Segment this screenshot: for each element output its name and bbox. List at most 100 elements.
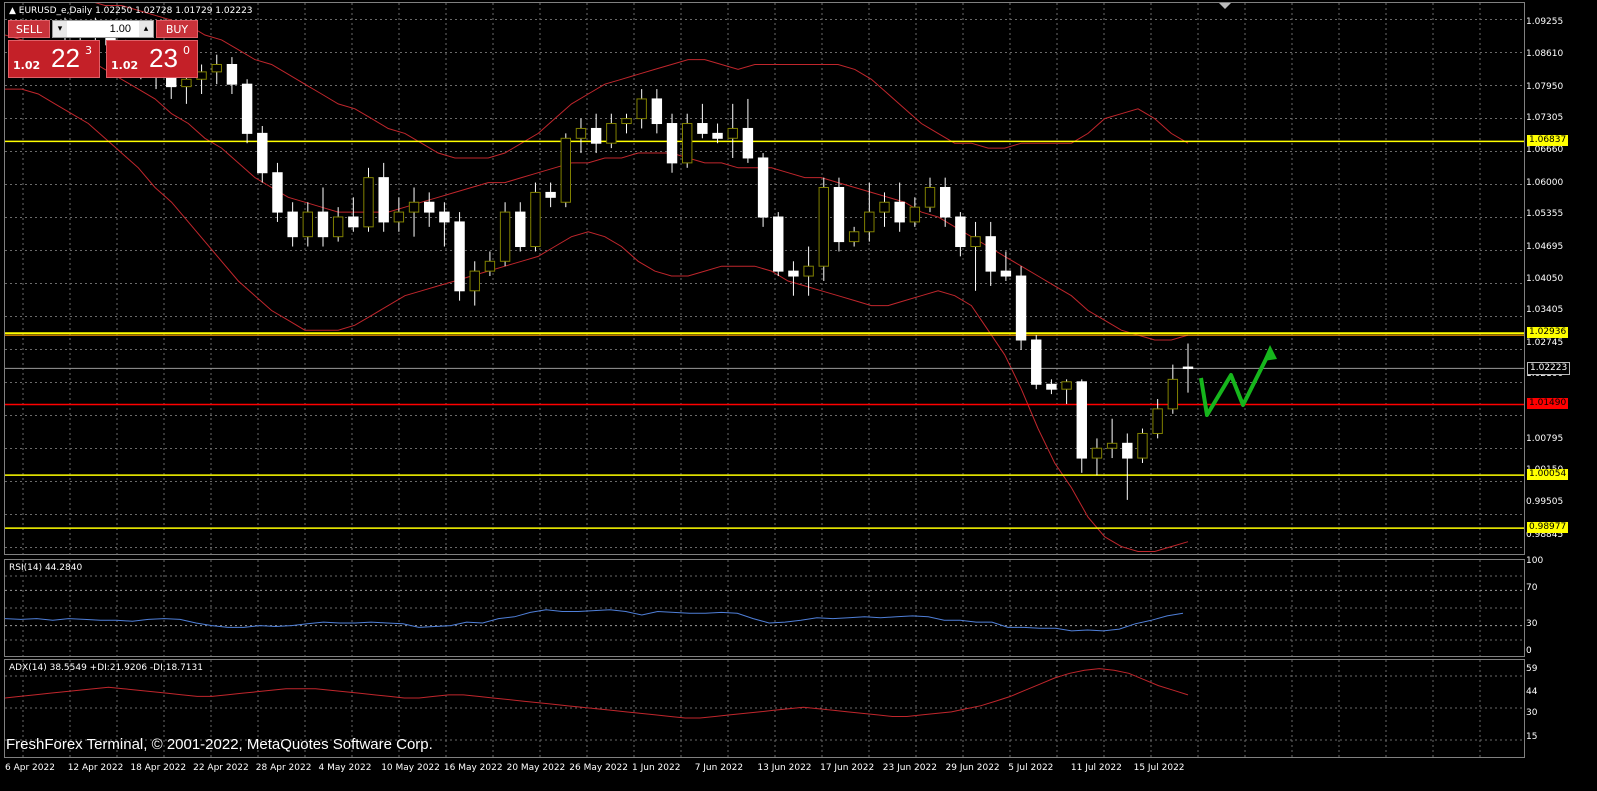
sell-price-fraction: 3: [85, 44, 92, 57]
price-chart-pane[interactable]: ▲ EURUSD_e,Daily 1.02250 1.02728 1.01729…: [4, 2, 1525, 555]
buy-price-pips: 23: [149, 43, 178, 73]
date-axis-label: 23 Jun 2022: [882, 763, 937, 773]
candle: [1000, 270, 1012, 277]
price-axis-label: 1.04050: [1526, 273, 1564, 284]
rsi-chart-canvas: [5, 560, 1524, 656]
candle: [1091, 447, 1103, 459]
green-arrowhead-icon: [1263, 345, 1277, 361]
candle: [560, 137, 572, 203]
candle: [879, 201, 890, 213]
date-axis-label: 5 Jul 2022: [1008, 763, 1054, 773]
candle: [1076, 381, 1087, 459]
adx-indicator-pane[interactable]: ADX(14) 38.5549 +DI:21.9206 -DI:18.7131: [4, 659, 1525, 758]
price-axis-label: 1.07950: [1526, 81, 1564, 92]
candle: [666, 123, 678, 164]
price-axis-label: 1.06000: [1526, 177, 1564, 188]
price-axis-label: 1.08610: [1526, 49, 1564, 60]
candle: [1046, 383, 1057, 390]
lot-size-input[interactable]: [69, 22, 131, 36]
candle: [166, 76, 177, 88]
chart-symbol-header: ▲ EURUSD_e,Daily 1.02250 1.02728 1.01729…: [9, 6, 253, 16]
date-axis-label: 4 May 2022: [318, 763, 372, 773]
candle: [484, 260, 496, 272]
candle: [1137, 432, 1148, 459]
sell-price-prefix: 1.02: [13, 59, 41, 72]
copyright-notice: FreshForex Terminal, © 2001-2022, MetaQu…: [6, 736, 433, 753]
indicator-axis-label: 100: [1526, 556, 1544, 566]
price-axis-label: 1.05355: [1526, 209, 1564, 220]
candle: [575, 127, 587, 139]
candle: [864, 211, 875, 233]
date-axis-label: 6 Apr 2022: [5, 763, 55, 773]
candle: [287, 211, 298, 238]
candle: [348, 216, 359, 228]
candle: [924, 186, 936, 208]
candle: [742, 127, 754, 159]
candle: [196, 71, 207, 80]
candle: [681, 123, 693, 164]
price-chart-canvas[interactable]: [5, 3, 1524, 554]
buy-price-button[interactable]: 1.02 23 0: [106, 40, 198, 78]
candle: [939, 186, 951, 218]
candle: [621, 118, 632, 125]
price-level-tag: 1.06837: [1527, 135, 1569, 147]
candle: [530, 191, 541, 248]
indicator-axis-label: 59: [1526, 663, 1538, 674]
sell-price-button[interactable]: 1.02 22 3: [8, 40, 100, 78]
scroll-marker-icon[interactable]: [1219, 3, 1231, 9]
candle: [439, 211, 450, 223]
rsi-line: [5, 609, 1184, 632]
candle: [211, 63, 222, 73]
candle: [1106, 442, 1118, 449]
date-axis-label: 16 May 2022: [443, 763, 503, 773]
bollinger-band-lower: [5, 88, 1189, 552]
candle: [1152, 408, 1163, 434]
date-axis-label: 10 May 2022: [381, 763, 440, 773]
date-axis-label: 7 Jun 2022: [694, 763, 744, 773]
candle: [818, 186, 829, 267]
candle: [1122, 442, 1133, 459]
candle: [712, 132, 723, 139]
candle: [181, 78, 192, 88]
candle: [317, 211, 329, 238]
candle: [499, 211, 511, 262]
price-level-tag: 1.00054: [1527, 469, 1569, 481]
candle: [1182, 366, 1194, 370]
lot-size-stepper[interactable]: ▾ ▴: [52, 20, 154, 38]
candle: [1167, 378, 1179, 410]
candle: [378, 177, 389, 223]
candle: [363, 177, 374, 228]
price-level-tag: 0.98977: [1527, 522, 1569, 534]
price-axis-label: 1.07305: [1526, 113, 1564, 124]
indicator-axis-label: 70: [1526, 583, 1538, 593]
date-axis-label: 22 Apr 2022: [193, 763, 249, 773]
green-zigzag-arrow-icon: [1199, 350, 1272, 417]
date-axis-label: 11 Jul 2022: [1070, 763, 1122, 773]
price-axis-label: 1.06660: [1526, 145, 1564, 156]
buy-price-fraction: 0: [183, 44, 190, 57]
candle: [1061, 381, 1072, 390]
candle: [909, 206, 921, 223]
buy-button[interactable]: BUY: [156, 20, 198, 38]
buy-price-prefix: 1.02: [111, 59, 139, 72]
lot-increase-icon[interactable]: ▴: [139, 21, 153, 37]
candle: [545, 191, 556, 198]
price-axis-label: 1.00795: [1526, 433, 1564, 444]
date-axis-label: 28 Apr 2022: [255, 763, 312, 773]
lot-decrease-icon[interactable]: ▾: [53, 21, 67, 37]
price-axis-label: 1.02745: [1526, 337, 1564, 348]
price-axis[interactable]: 1.09255 1.08610 1.07950 1.07305 1.06660 1.060…: [1526, 2, 1597, 758]
candle: [894, 201, 905, 223]
candle: [1031, 339, 1042, 385]
price-level-tag: 1.01490: [1527, 398, 1569, 410]
candle: [226, 63, 238, 85]
rsi-indicator-pane[interactable]: RSI(14) 44.2840: [4, 559, 1525, 657]
time-axis[interactable]: 6 Apr 2022 12 Apr 2022 18 Apr 2022 22 Apr 2…: [4, 758, 1525, 791]
date-axis-label: 1 Jun 2022: [632, 763, 681, 773]
sell-button[interactable]: SELL: [8, 20, 50, 38]
candle: [757, 157, 769, 218]
date-axis-label: 17 Jun 2022: [820, 763, 875, 773]
price-axis-label: 1.04695: [1526, 241, 1564, 252]
adx-line: [5, 668, 1189, 719]
one-click-trading-panel[interactable]: SELL ▾ ▴ BUY 1.02 22 3 1.02 23 0: [8, 20, 198, 78]
